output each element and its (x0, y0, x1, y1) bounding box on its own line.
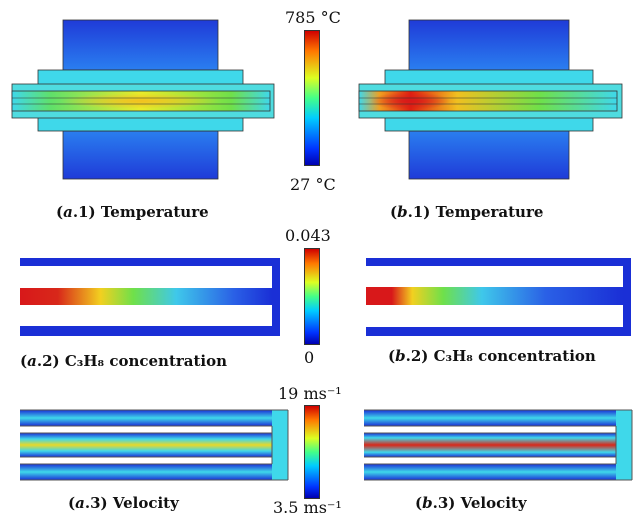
hot-zone (370, 92, 450, 110)
velocity-max-label: 19 ms⁻¹ (278, 384, 342, 403)
heater-block-top (408, 19, 570, 71)
concentration-jet (366, 287, 623, 305)
caption-b1: (b.1) Temperature (390, 203, 544, 221)
concentration-field-a (20, 258, 280, 336)
velocity-field-a (20, 409, 289, 484)
caption-b2: (b.2) C₃H₈ concentration (388, 347, 596, 365)
velocity-annulus-top (20, 410, 284, 426)
temperature-field-a (11, 19, 275, 180)
velocity-annulus-bottom (364, 464, 628, 480)
heater-block-bottom (62, 130, 219, 180)
concentration-min-label: 0 (304, 348, 315, 367)
concentration-max-label: 0.043 (285, 226, 331, 245)
temperature-colorbar (304, 30, 320, 166)
temperature-field-b (358, 19, 623, 180)
velocity-min-label: 3.5 ms⁻¹ (273, 498, 342, 517)
caption-a2: (a.2) C₃H₈ concentration (20, 352, 228, 370)
velocity-field-b (364, 409, 633, 484)
velocity-core (364, 433, 628, 457)
velocity-core (20, 433, 284, 457)
velocity-return (272, 410, 288, 480)
concentration-jet (20, 288, 272, 305)
velocity-return (616, 410, 632, 480)
temperature-max-label: 785 °C (285, 8, 341, 27)
hot-zone (60, 93, 220, 109)
heater-block-top (62, 19, 219, 71)
velocity-annulus-bottom (20, 464, 284, 480)
concentration-colorbar (304, 248, 320, 345)
caption-a3: (a.3) Velocity (68, 494, 179, 512)
velocity-colorbar (304, 405, 320, 499)
velocity-annulus-top (364, 410, 628, 426)
heater-block-bottom (408, 130, 570, 180)
caption-a1: (a.1) Temperature (56, 203, 209, 221)
concentration-field-b (366, 258, 631, 336)
temperature-min-label: 27 °C (290, 175, 336, 194)
caption-b3: (b.3) Velocity (415, 494, 527, 512)
